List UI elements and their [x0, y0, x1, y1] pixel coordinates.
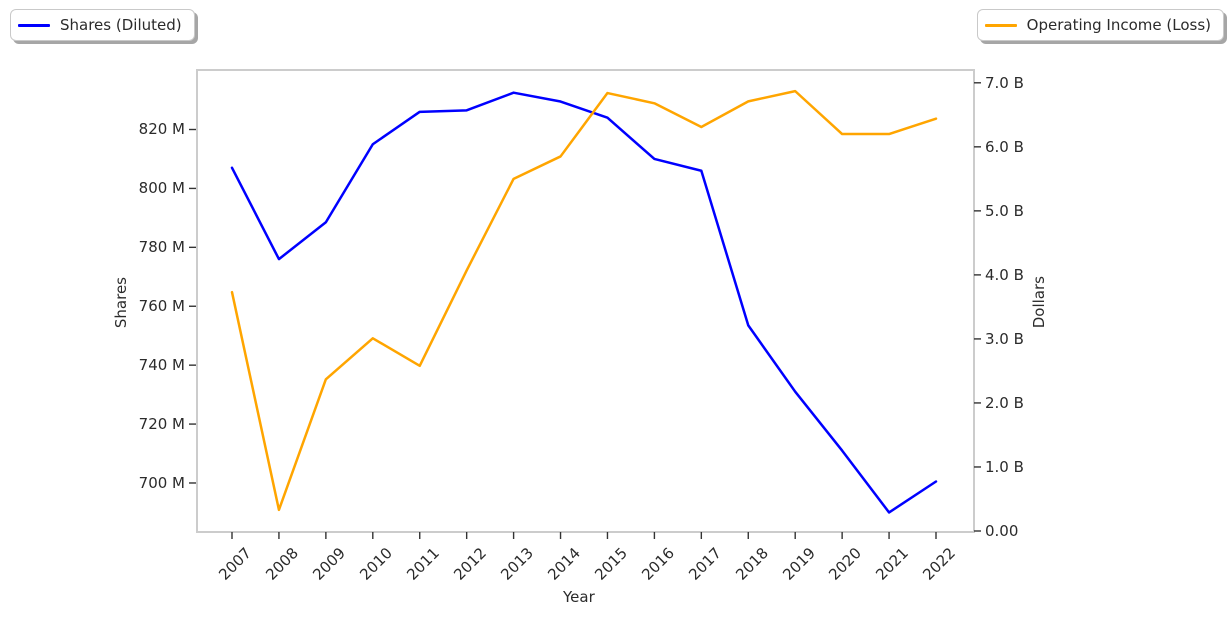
x-tick-label-2011: 2011	[402, 544, 443, 584]
y-right-tick-label: 2.0 B	[985, 394, 1024, 412]
y-left-tick-label: 820 M	[138, 120, 185, 138]
legend-operating-income: Operating Income (Loss)	[976, 9, 1224, 41]
x-tick-label-2018: 2018	[731, 544, 772, 584]
x-tick-label-2015: 2015	[590, 544, 631, 584]
legend-line-swatch-operating-income	[984, 23, 1017, 27]
y-left-tick-label: 720 M	[138, 415, 185, 433]
y-right-tick-label: 1.0 B	[985, 458, 1024, 476]
x-tick-label-2012: 2012	[449, 544, 490, 584]
x-tick-label-2021: 2021	[871, 544, 912, 584]
x-tick-label-2013: 2013	[496, 544, 537, 584]
x-tick-label-2017: 2017	[684, 544, 725, 584]
legend-label-operating-income: Operating Income (Loss)	[1026, 16, 1211, 34]
y-left-tick-label: 760 M	[138, 297, 185, 315]
x-tick-label-2009: 2009	[308, 544, 349, 584]
y-right-tick-label: 0.00	[985, 522, 1019, 540]
y-right-tick-label: 7.0 B	[985, 74, 1024, 92]
x-tick-label-2010: 2010	[355, 544, 396, 584]
x-tick-label-2022: 2022	[918, 544, 959, 584]
y-axis-left-title: Shares	[112, 277, 130, 329]
y-right-tick-label: 3.0 B	[985, 330, 1024, 348]
y-right-tick-label: 4.0 B	[985, 266, 1024, 284]
plot-area	[196, 69, 975, 533]
y-axis-right-title: Dollars	[1030, 276, 1048, 329]
x-tick-label-2007: 2007	[214, 544, 255, 584]
x-tick-label-2019: 2019	[778, 544, 819, 584]
legend-line-swatch-shares	[18, 23, 50, 27]
legend-shares: Shares (Diluted)	[10, 9, 195, 41]
y-left-tick-label: 800 M	[138, 179, 185, 197]
x-axis-title: Year	[563, 588, 595, 606]
y-left-tick-label: 780 M	[138, 238, 185, 256]
x-tick-label-2008: 2008	[261, 544, 302, 584]
x-tick-label-2020: 2020	[824, 544, 865, 584]
y-left-tick-label: 700 M	[138, 474, 185, 492]
y-right-tick-label: 6.0 B	[985, 138, 1024, 156]
y-right-tick-label: 5.0 B	[985, 202, 1024, 220]
x-tick-label-2014: 2014	[543, 544, 584, 584]
x-tick-label-2016: 2016	[637, 544, 678, 584]
legend-label-shares: Shares (Diluted)	[60, 16, 182, 34]
y-left-tick-label: 740 M	[138, 356, 185, 374]
